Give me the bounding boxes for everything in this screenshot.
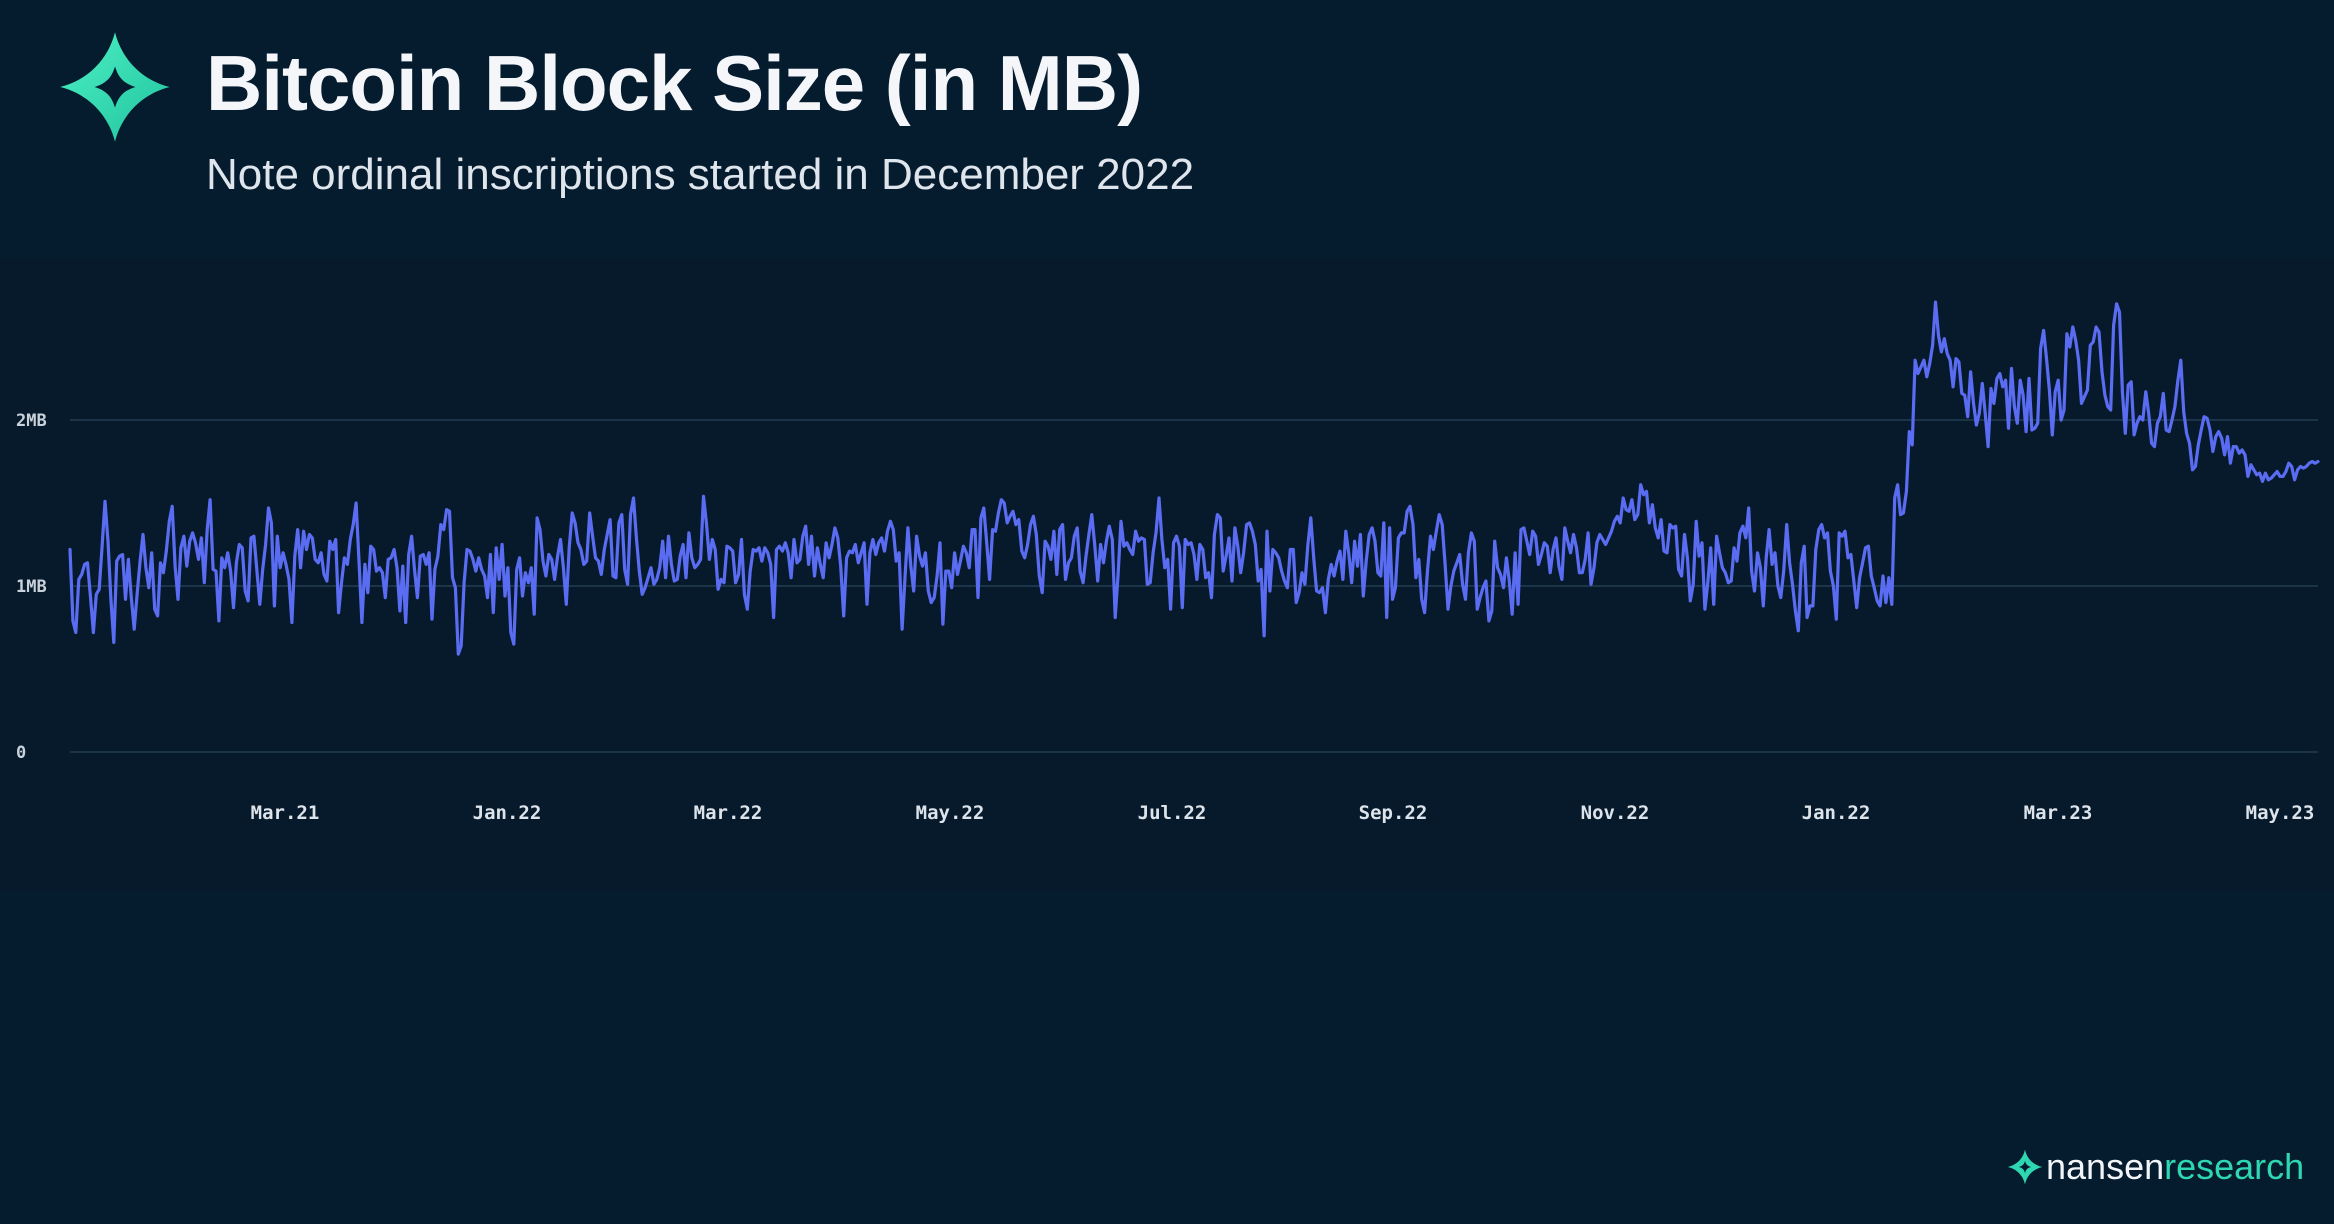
- x-tick-label: Jan.22: [473, 802, 542, 824]
- y-tick-label: 0: [16, 743, 26, 763]
- x-tick-label: Jan.22: [1802, 802, 1871, 824]
- x-tick-label: Sep.22: [1359, 802, 1428, 824]
- x-tick-label: Mar.22: [694, 802, 763, 824]
- x-axis-ticks: Mar.21 Jan.22 Mar.22 May.22 Jul.22 Sep.22 Nov.…: [251, 802, 2315, 824]
- series-layer: [68, 300, 2320, 656]
- nansen-research-brand: nansen research: [2006, 1142, 2304, 1192]
- x-tick-label: Mar.21: [251, 802, 320, 824]
- x-tick-label: Mar.23: [2024, 802, 2093, 824]
- nansen-brand-icon: [2007, 1149, 2043, 1185]
- x-tick-label: Nov.22: [1581, 802, 1650, 824]
- x-tick-label: May.23: [2246, 802, 2315, 824]
- series-line: [68, 300, 2320, 656]
- chart-subtitle: Note ordinal inscriptions started in Dec…: [206, 150, 1195, 199]
- nansen-star-icon: [60, 32, 170, 142]
- chart-title: Bitcoin Block Size (in MB): [206, 39, 1143, 127]
- y-tick-label: 1MB: [16, 577, 47, 597]
- gridlines: [70, 419, 2318, 753]
- y-tick-label: 2MB: [16, 411, 47, 431]
- x-tick-label: May.22: [916, 802, 985, 824]
- line-chart: 0 1MB 2MB Mar.21 Jan.22 Mar.22 May.22 Jul.22 Se…: [16, 300, 2320, 824]
- x-tick-label: Jul.22: [1138, 802, 1207, 824]
- brand-wordmark-secondary: research: [2164, 1146, 2305, 1187]
- y-axis-ticks: 0 1MB 2MB: [16, 411, 47, 763]
- brand-wordmark-primary: nansen: [2046, 1146, 2165, 1187]
